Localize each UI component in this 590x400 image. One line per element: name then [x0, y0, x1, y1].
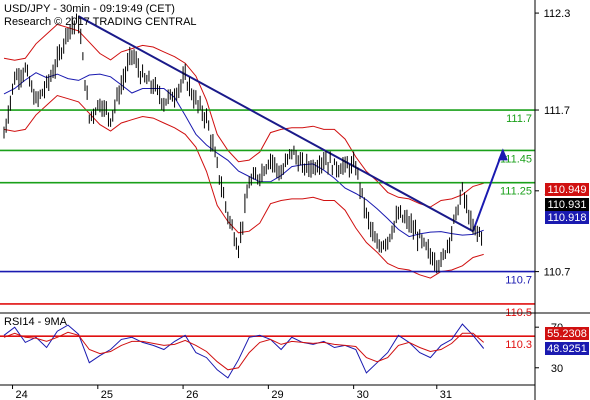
rsi-tick-label: 30: [551, 363, 563, 375]
time-tick-label: 25: [101, 389, 113, 400]
rsi-tag-label: 48.9251: [547, 343, 587, 355]
trendline-group: [78, 15, 508, 233]
projection-arrowhead: [497, 148, 508, 161]
moving-average: [3, 72, 484, 238]
time-tick-label: 29: [271, 389, 283, 400]
level-label: 110.3: [505, 339, 532, 351]
rsi-panel: [3, 323, 485, 379]
price-tag-label: 110.949: [548, 184, 587, 196]
copyright-label: Research © 2017 TRADING CENTRAL: [4, 16, 197, 28]
price-candles: [3, 13, 483, 274]
trendline: [78, 15, 474, 233]
time-tick-label: 24: [16, 389, 28, 400]
upper-band: [3, 23, 484, 208]
level-label: 111.25: [500, 186, 532, 198]
rsi-line: [3, 323, 485, 379]
price-tag: [545, 211, 589, 224]
price-tag: [545, 183, 589, 196]
projection-arrow: [472, 150, 504, 232]
lower-band: [3, 94, 484, 279]
rsi-tag: [545, 342, 589, 355]
rsi-ma-line: [3, 331, 485, 371]
price-tag-label: 110.918: [548, 212, 587, 224]
time-tick-label: 31: [440, 389, 452, 400]
rsi-tag: [545, 327, 589, 340]
instrument-title: USD/JPY - 30min - 09:19:49 (CET): [4, 3, 175, 15]
rsi-panel-label: RSI14 - 9MA: [4, 316, 67, 328]
level-label: 110.7: [505, 275, 532, 287]
price-tick-label: 110.7: [544, 267, 571, 279]
bollinger-bands: [3, 23, 484, 279]
level-label: 111.7: [506, 113, 532, 125]
time-tick-label: 26: [186, 389, 198, 400]
time-tick-label: 30: [357, 389, 369, 400]
price-tick-label: 112.3: [544, 8, 571, 20]
level-label: 111.45: [500, 153, 532, 165]
rsi-tag-label: 55.2308: [547, 328, 587, 340]
price-tag: [545, 198, 589, 211]
price-tag-label: 110.931: [548, 199, 587, 211]
price-tick-label: 111.7: [544, 105, 570, 117]
